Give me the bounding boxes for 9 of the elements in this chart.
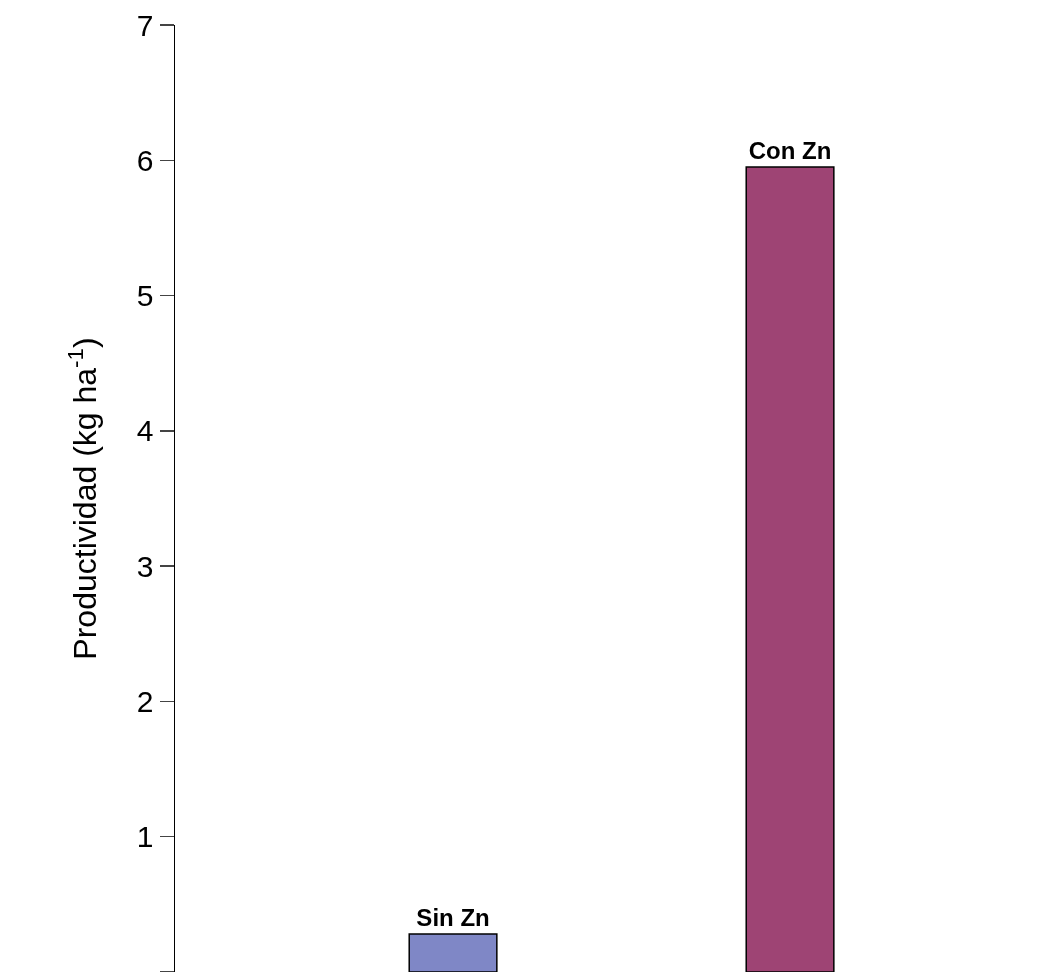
y-tick-label: 6: [136, 143, 154, 177]
y-tick-label: 5: [136, 279, 154, 313]
x-tick-label: Sin Zn: [416, 904, 490, 932]
y-tick-label: 2: [136, 684, 154, 718]
x-tick-label: Con Zn: [748, 137, 832, 165]
y-tick-label: 3: [136, 549, 154, 583]
y-tick-label: 1: [136, 820, 154, 854]
y-tick-label: 7: [136, 8, 154, 42]
y-tick-label: 4: [136, 414, 154, 448]
